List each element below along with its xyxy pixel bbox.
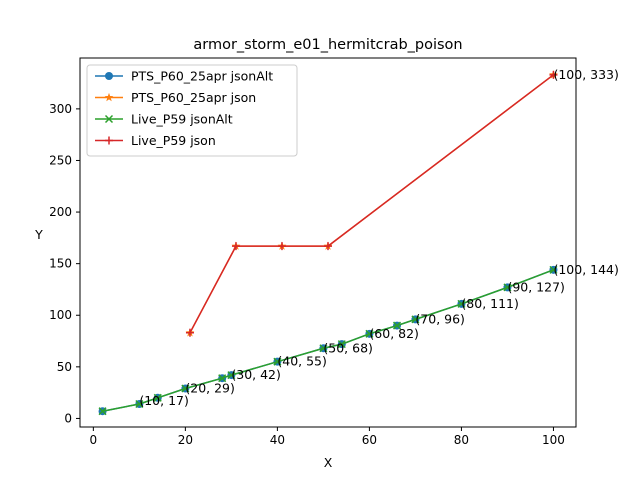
annotations: (10, 17)(20, 29)(30, 42)(40, 55)(50, 68)… <box>139 67 619 408</box>
y-tick-label: 0 <box>64 411 72 425</box>
y-tick-label: 250 <box>49 153 72 167</box>
data-point <box>324 242 332 251</box>
data-label: (100, 333) <box>553 67 618 82</box>
y-tick-label: 100 <box>49 308 72 322</box>
y-tick-label: 150 <box>49 257 72 271</box>
x-axis-label: X <box>324 455 333 470</box>
legend-entry-2: Live_P59 jsonAlt <box>95 112 233 127</box>
data-point <box>218 374 227 383</box>
data-point <box>549 265 558 274</box>
y-tick-label: 300 <box>49 102 72 116</box>
legend-box <box>86 64 298 157</box>
chart-title: armor_storm_e01_hermitcrab_poison <box>193 37 462 53</box>
x-tick-label: 40 <box>270 433 285 447</box>
legend: PTS_P60_25apr jsonAlt PTS_P60_25apr json L… <box>86 64 298 157</box>
data-point <box>185 328 194 337</box>
x-tick-label: 20 <box>178 433 193 447</box>
data-label: (40, 55) <box>277 354 327 369</box>
data-point <box>337 340 346 349</box>
legend-entry-1: PTS_P60_25apr json <box>95 90 256 105</box>
legend-marker <box>104 92 114 102</box>
series-2 <box>98 265 558 416</box>
data-label: (20, 29) <box>185 381 235 396</box>
data-point <box>503 283 512 292</box>
data-label: (60, 82) <box>369 326 419 341</box>
data-label: (50, 68) <box>323 340 373 355</box>
data-point <box>277 242 286 251</box>
x-tick-label: 100 <box>542 433 565 447</box>
legend-marker <box>105 72 113 80</box>
data-point <box>273 357 282 366</box>
y-tick-label: 50 <box>57 360 72 374</box>
legend-entry-0: PTS_P60_25apr jsonAlt <box>95 69 273 84</box>
axes: 0 20 40 60 80 100 0 50 100 150 200 250 300 <box>49 102 565 447</box>
series-3 <box>185 70 558 337</box>
legend-marker <box>105 136 113 145</box>
data-point <box>231 242 240 251</box>
data-label: (70, 96) <box>415 311 465 326</box>
data-label: (90, 127) <box>507 279 564 294</box>
x-tick-label: 60 <box>362 433 377 447</box>
data-point <box>98 407 107 416</box>
legend-label: PTS_P60_25apr jsonAlt <box>131 69 273 84</box>
x-tick-label: 0 <box>90 433 98 447</box>
legend-label: Live_P59 jsonAlt <box>131 112 233 127</box>
x-tick-label: 80 <box>454 433 469 447</box>
legend-entry-3: Live_P59 json <box>95 133 216 148</box>
data-point <box>319 344 328 353</box>
data-point <box>181 384 190 393</box>
data-point <box>135 399 144 409</box>
plot-frame <box>79 57 577 428</box>
plot-area <box>98 70 558 416</box>
y-axis-label: Y <box>34 227 43 242</box>
data-point <box>153 393 162 402</box>
y-tick-label: 200 <box>49 205 72 219</box>
data-label: (10, 17) <box>139 393 189 408</box>
data-point <box>411 315 420 324</box>
data-point <box>457 299 466 308</box>
data-label: (80, 111) <box>461 296 518 311</box>
data-point <box>365 329 374 338</box>
legend-marker <box>104 114 114 124</box>
legend-label: PTS_P60_25apr json <box>131 90 256 105</box>
data-point <box>227 371 236 380</box>
data-label: (30, 42) <box>231 367 281 382</box>
data-point <box>549 70 558 79</box>
data-point <box>392 321 402 330</box>
legend-label: Live_P59 json <box>131 133 216 148</box>
data-label: (100, 144) <box>553 262 618 277</box>
